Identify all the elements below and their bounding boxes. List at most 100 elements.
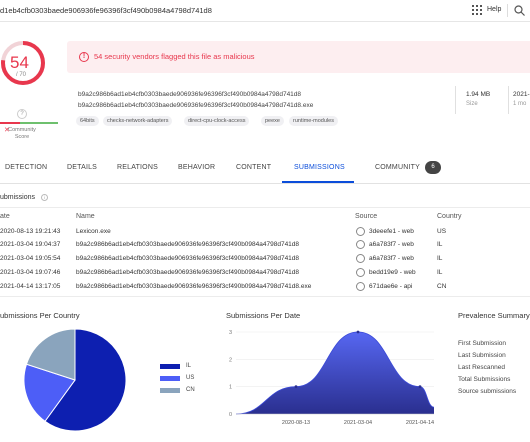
active-tab-indicator (282, 181, 354, 183)
submission-name: Lexicon.exe (76, 228, 111, 235)
table-row[interactable]: 2020-08-13 19:21:43 Lexicon.exe 3deeefe1… (0, 227, 530, 240)
score-ring-icon (1, 41, 45, 85)
data-point[interactable] (418, 385, 422, 389)
column-header-name[interactable]: Name (76, 213, 95, 220)
submission-date: 2021-03-04 19:04:37 (0, 241, 61, 248)
search-icon[interactable] (514, 5, 525, 16)
submission-name: b9a2c986b6ad1eb4cfb0303baede906936fe9639… (76, 241, 300, 248)
submission-country: IL (437, 255, 443, 262)
divider (507, 4, 508, 17)
submission-name: b9a2c986b6ad1eb4cfb0303baede906936fe9639… (76, 255, 300, 262)
table-row[interactable]: 2021-03-04 19:05:54 b9a2c986b6ad1eb4cfb0… (0, 254, 530, 267)
x-tick-label: 2020-08-13 (282, 420, 310, 426)
apps-grid-icon[interactable] (472, 5, 482, 15)
file-date-value: 2021- (513, 91, 530, 98)
submission-source[interactable]: 3deeefe1 - web (369, 228, 414, 235)
legend-label: CN (186, 387, 195, 393)
pie-slice-il[interactable] (44, 328, 127, 432)
legend-swatch (160, 388, 180, 393)
submission-source[interactable]: a6a783f7 - web (369, 255, 414, 262)
source-api-icon (356, 282, 365, 291)
source-user-icon (356, 254, 365, 263)
tag-chip[interactable]: 64bits (76, 116, 99, 126)
tab-content[interactable]: CONTENT (236, 164, 272, 171)
submission-source[interactable]: a6a783f7 - web (369, 241, 414, 248)
column-header-country[interactable]: Country (437, 213, 462, 220)
submission-source[interactable]: 671dae6e - api (369, 283, 413, 290)
legend-label: US (186, 375, 195, 381)
data-point[interactable] (356, 330, 360, 334)
file-size-value: 1.94 MB (466, 91, 491, 98)
top-bar: d1eb4cfb0303baede906936fe96396f3cf490b09… (0, 0, 530, 22)
legend-swatch (160, 364, 180, 369)
pie-slice-cn[interactable] (25, 328, 76, 381)
x-tick-label: 2021-04-14 (406, 420, 434, 426)
submissions-title: ubmissions (0, 194, 36, 201)
submission-source[interactable]: bedd19e9 - web (369, 269, 416, 276)
submission-date: 2021-04-14 13:17:05 (0, 283, 61, 290)
tag-chip[interactable]: direct-cpu-clock-access (184, 116, 250, 126)
tab-detection[interactable]: DETECTION (5, 164, 48, 171)
x-tick-label: 2021-03-04 (344, 420, 372, 426)
file-hash: b9a2c986b6ad1eb4cfb0303baede906936fe9639… (78, 91, 302, 98)
report-tabs: DETECTION DETAILS RELATIONS BEHAVIOR CON… (0, 152, 530, 184)
alert-icon: ! (79, 52, 89, 62)
country-pie-chart (23, 328, 127, 432)
submission-name: b9a2c986b6ad1eb4cfb0303baede906936fe9639… (76, 283, 312, 290)
tag-chip[interactable]: checks-network-adapters (103, 116, 173, 126)
divider (508, 86, 509, 114)
file-date-label: 1 mo (513, 101, 527, 107)
prevalence-label: Last Rescanned (458, 364, 505, 371)
prevalence-label: First Submission (458, 340, 507, 347)
y-tick-label: 2 (229, 357, 232, 363)
date-area-chart: 0 1 2 3 2020-08-13 2021-03-04 2021-04-14 (229, 330, 435, 426)
submission-country: IL (437, 241, 443, 248)
file-size-label: Size (466, 101, 478, 107)
score-value: 54 (10, 53, 29, 72)
tab-behavior[interactable]: BEHAVIOR (178, 164, 216, 171)
tab-submissions[interactable]: SUBMISSIONS (294, 164, 345, 171)
table-row[interactable]: 2021-03-04 19:04:37 b9a2c986b6ad1eb4cfb0… (0, 240, 530, 253)
search-query-hash[interactable]: d1eb4cfb0303baede906936fe96396f3cf490b09… (0, 6, 212, 15)
date-panel-title: Submissions Per Date (226, 311, 301, 320)
divider (455, 86, 456, 114)
prevalence-label: Total Submissions (458, 376, 511, 383)
country-panel-title: ubmissions Per Country (0, 311, 80, 320)
community-help-icon[interactable]: ? (17, 109, 27, 119)
legend-swatch (160, 376, 180, 381)
column-header-date[interactable]: ate (0, 213, 10, 220)
help-link[interactable]: Help (487, 6, 502, 13)
table-row[interactable]: 2021-03-04 19:07:46 b9a2c986b6ad1eb4cfb0… (0, 268, 530, 281)
submission-date: 2021-03-04 19:07:46 (0, 269, 61, 276)
submission-country: IL (437, 269, 443, 276)
info-icon[interactable]: i (41, 194, 48, 201)
y-tick-label: 1 (229, 385, 232, 391)
area-series (236, 332, 434, 414)
pie-slice-us[interactable] (23, 363, 76, 422)
tag-chip[interactable]: peexe (261, 116, 284, 126)
score-total: / 70 (16, 72, 27, 78)
tab-relations[interactable]: RELATIONS (117, 164, 158, 171)
data-point[interactable] (294, 385, 298, 389)
divider (0, 207, 530, 208)
community-count-badge: 6 (425, 161, 441, 174)
prevalence-panel-title: Prevalence Summary (458, 311, 530, 320)
detection-score: 54 / 70 (0, 40, 46, 86)
submission-date: 2021-03-04 19:05:54 (0, 255, 61, 262)
submission-country: US (437, 228, 447, 235)
prevalence-label: Last Submission (458, 352, 506, 359)
community-score-label: Community Score (8, 127, 36, 140)
y-tick-label: 3 (229, 330, 232, 336)
y-tick-label: 0 (229, 412, 232, 418)
column-header-source[interactable]: Source (355, 213, 378, 220)
source-user-icon (356, 240, 365, 249)
tag-chip[interactable]: runtime-modules (289, 116, 338, 126)
community-score-mark: ✕ (4, 127, 10, 134)
submission-date: 2020-08-13 19:21:43 (0, 228, 61, 235)
alert-text: 54 security vendors flagged this file as… (94, 52, 255, 61)
tab-details[interactable]: DETAILS (67, 164, 98, 171)
file-name: b9a2c986b6ad1eb4cfb0303baede906936fe9639… (78, 102, 314, 109)
tab-community[interactable]: COMMUNITY (375, 164, 420, 171)
table-row[interactable]: 2021-04-14 13:17:05 b9a2c986b6ad1eb4cfb0… (0, 282, 530, 295)
malicious-alert-banner: ! 54 security vendors flagged this file … (67, 41, 530, 73)
